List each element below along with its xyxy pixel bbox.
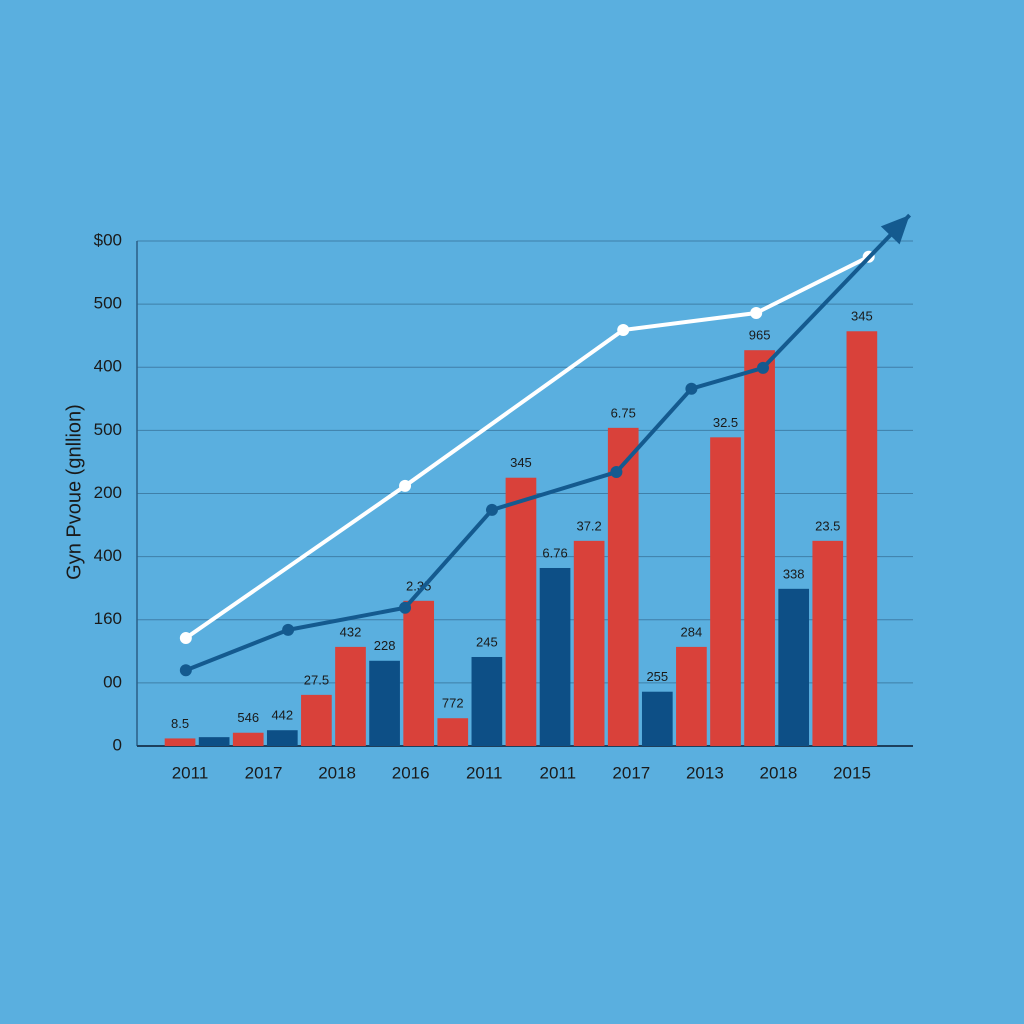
x-tick-label: 2011 xyxy=(466,763,503,782)
bar xyxy=(369,660,400,746)
x-tick-label: 2011 xyxy=(172,763,209,782)
bar xyxy=(437,718,469,746)
bar-label: 442 xyxy=(271,708,293,723)
bar-label: 345 xyxy=(851,309,873,324)
line xyxy=(185,213,912,673)
line-point xyxy=(179,664,192,677)
bar-label: 6.76 xyxy=(542,545,567,560)
bar xyxy=(641,691,673,746)
y-tick-label: 160 xyxy=(94,609,122,628)
bar-label: 255 xyxy=(646,669,668,684)
bar-label: 32.5 xyxy=(713,415,738,430)
x-tick-label: 2011 xyxy=(539,763,576,782)
y-tick-label: 400 xyxy=(94,546,122,565)
x-tick-label: 2018 xyxy=(318,763,356,782)
bar-label: 965 xyxy=(749,328,771,343)
line-point xyxy=(282,623,295,636)
line-point xyxy=(617,324,630,337)
bar xyxy=(676,646,707,746)
line-point xyxy=(685,382,698,395)
line-point xyxy=(610,466,623,479)
bar xyxy=(505,477,537,746)
bar-label: 8.5 xyxy=(171,716,189,731)
x-tick-label: 2018 xyxy=(760,763,798,782)
y-axis-title: Gyn Pvoue (gnllion) xyxy=(63,404,85,580)
bar-label: 23.5 xyxy=(815,518,840,533)
bar xyxy=(266,730,298,746)
arrow-head xyxy=(880,215,910,245)
line-point xyxy=(179,632,192,645)
bar-label: 772 xyxy=(442,696,464,711)
line-point xyxy=(485,503,498,516)
bar-label: 546 xyxy=(237,710,259,725)
x-tick-label: 2015 xyxy=(833,763,871,782)
line-point xyxy=(757,361,769,374)
bar xyxy=(812,540,844,746)
bar-label: 2.35 xyxy=(406,578,431,593)
bar-label: 27.5 xyxy=(304,672,329,687)
bar-label: 432 xyxy=(340,624,362,639)
bar xyxy=(573,540,605,746)
bar-label: 345 xyxy=(510,455,532,470)
bar xyxy=(301,694,332,746)
line-point xyxy=(750,306,763,319)
bar xyxy=(232,732,264,746)
bar-label: 6.75 xyxy=(611,405,636,420)
bar xyxy=(710,437,741,746)
bar xyxy=(744,350,775,746)
x-tick-label: 2016 xyxy=(392,763,430,782)
bar xyxy=(607,427,639,746)
y-tick-label: 500 xyxy=(94,294,122,313)
bar xyxy=(778,588,810,746)
y-tick-label: 500 xyxy=(94,420,122,439)
y-tick-label: 200 xyxy=(94,483,122,502)
y-tick-label: $00 xyxy=(94,230,122,249)
line-point xyxy=(399,601,412,614)
x-tick-label: 2013 xyxy=(686,763,724,782)
y-tick-label: 400 xyxy=(94,357,122,376)
bar xyxy=(846,331,878,746)
bar xyxy=(539,567,571,746)
bar xyxy=(335,646,366,746)
bar xyxy=(198,737,230,746)
bar-label: 228 xyxy=(374,638,396,653)
bar xyxy=(164,738,196,746)
bar-label: 37.2 xyxy=(576,518,601,533)
line-point xyxy=(399,479,412,492)
x-tick-label: 2017 xyxy=(245,763,283,782)
bar-label: 284 xyxy=(681,624,703,639)
bar-label: 338 xyxy=(783,566,805,581)
bar xyxy=(471,656,503,746)
x-tick-label: 2017 xyxy=(612,763,650,782)
bar-label: 245 xyxy=(476,634,498,649)
bar xyxy=(403,600,435,746)
y-tick-label: 00 xyxy=(103,672,122,691)
y-tick-label: 0 xyxy=(113,735,122,754)
